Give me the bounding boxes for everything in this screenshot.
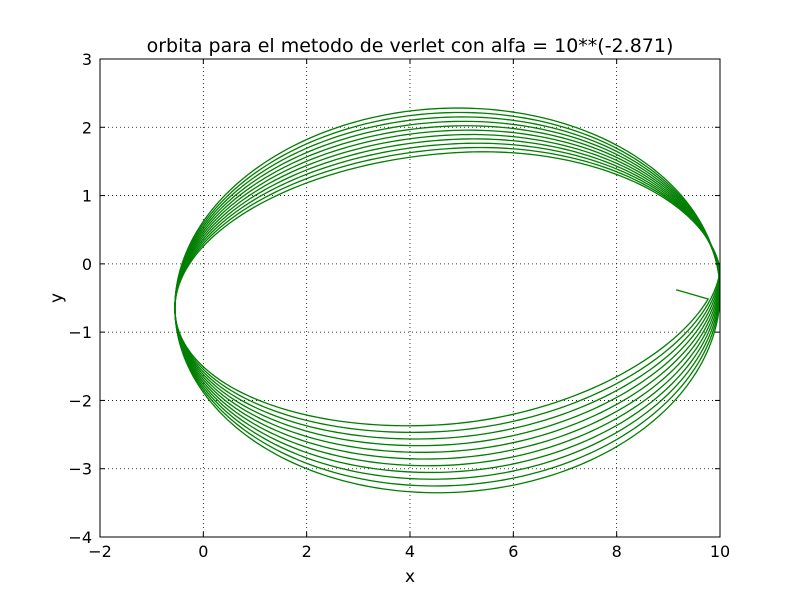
x-tick-label: −2	[88, 542, 112, 561]
x-tick-label: 0	[198, 542, 208, 561]
x-tick-label: 10	[710, 542, 730, 561]
x-tick-label: 2	[302, 542, 312, 561]
y-tick-label: 2	[82, 118, 92, 137]
y-tick-label: −3	[68, 460, 92, 479]
orbit-loop	[174, 151, 720, 427]
y-axis-title: y	[47, 293, 67, 303]
y-tick-label: 1	[82, 187, 92, 206]
x-axis-title: x	[405, 567, 415, 587]
chart-title: orbita para el metodo de verlet con alfa…	[147, 35, 674, 57]
x-tick-label: 8	[612, 542, 622, 561]
x-tick-label: 6	[508, 542, 518, 561]
axis-ticks: −2 0 2 4 6 8 10 −4 −3 −2 −1 0 1 2 3	[68, 50, 730, 561]
y-tick-label: 0	[82, 255, 92, 274]
y-tick-label: −1	[68, 323, 92, 342]
x-tick-label: 4	[405, 542, 415, 561]
y-tick-label: 3	[82, 50, 92, 69]
y-tick-label: −2	[68, 391, 92, 410]
y-tick-label: −4	[68, 528, 92, 547]
orbit-series	[174, 107, 720, 494]
